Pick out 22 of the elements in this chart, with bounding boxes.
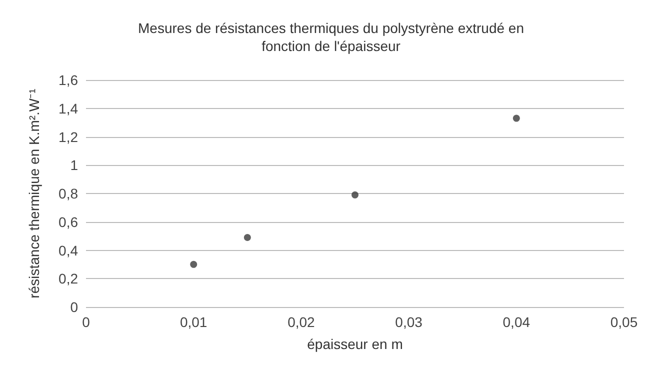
x-tick-label: 0,04 [502, 314, 530, 330]
y-tick-label: 0,4 [58, 242, 78, 258]
point [244, 234, 251, 241]
x-axis-title: épaisseur en m [307, 336, 403, 352]
x-tick-label: 0,01 [180, 314, 208, 330]
x-tick-label: 0 [82, 314, 90, 330]
y-tick-label: 1,4 [58, 100, 78, 116]
y-tick-label: 1,2 [58, 128, 78, 145]
y-tick-label: 1,6 [58, 72, 78, 88]
chart-title: Mesures de résistances thermiques du polystyrène extrudé en fonction de l'épaisseur [138, 20, 524, 54]
x-tick-label: 0,02 [288, 314, 316, 330]
point [512, 114, 520, 122]
y-tick-label: 1 [70, 157, 78, 174]
y-tick-label: 0,8 [58, 186, 78, 202]
y-tick-label: 0,6 [58, 214, 78, 230]
y-tick-label: 0,2 [58, 270, 78, 287]
point [352, 191, 358, 198]
x-tick-label: 0,05 [610, 314, 638, 330]
y-axis-title: résistance thermique en K.m².W⁻¹ [26, 88, 42, 298]
x-tick-label: 0,03 [395, 314, 423, 330]
y-tick-label: 0 [70, 299, 78, 315]
point [190, 260, 198, 268]
